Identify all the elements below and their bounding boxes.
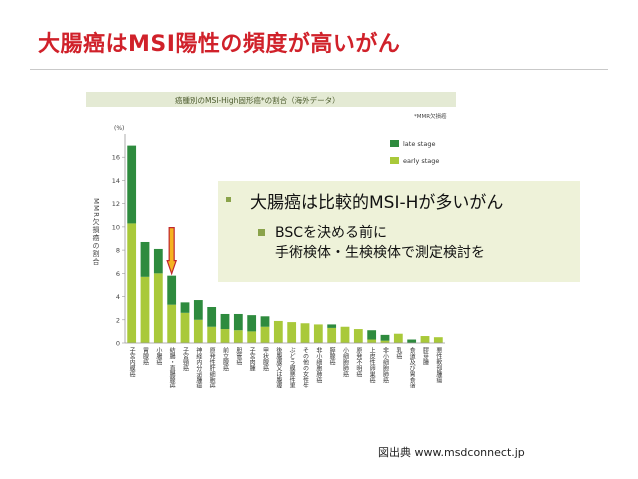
bar-early-stage	[420, 336, 430, 343]
callout-bullet-2-line2: 手術検体・生検検体で測定検討を	[275, 245, 485, 261]
x-tick-label: 胃腺癌	[142, 347, 149, 366]
bar-early-stage	[140, 276, 150, 343]
bar-early-stage	[327, 327, 337, 343]
callout-bullet-1-text: 大腸癌は比較的MSI-Hが多いがん	[250, 193, 504, 213]
y-axis-label: MMR欠損癌の割合	[92, 198, 100, 266]
x-tick-label: 原発性肝細胞癌	[208, 347, 215, 388]
bar-early-stage	[260, 326, 270, 343]
x-tick-label: 非小細胞肺癌	[382, 346, 389, 384]
x-tick-label: 上皮性卵巣癌	[368, 346, 375, 384]
bar-early-stage	[127, 223, 137, 343]
figure-source: 図出典 www.msdconnect.jp	[378, 446, 525, 459]
x-tick-label: その他の女性生殖器の悪性腫瘍	[302, 347, 309, 388]
slide-title: 大腸癌はMSI陽性の頻度が高いがん	[38, 32, 401, 57]
chart-title-band	[86, 92, 456, 107]
legend-label: early stage	[403, 157, 439, 165]
x-tick-label: 胆管癌	[235, 347, 242, 366]
bar-late-stage	[367, 330, 377, 340]
legend-swatch	[390, 157, 399, 164]
bar-late-stage	[180, 302, 190, 313]
x-tick-label: 後腹膜又は腹膜肉腫	[275, 346, 282, 388]
legend-label: late stage	[403, 140, 435, 148]
x-tick-label: 子宮内膜癌	[128, 347, 135, 378]
bar-early-stage	[207, 326, 217, 343]
bar-late-stage	[407, 339, 417, 343]
bar-early-stage	[367, 339, 377, 343]
title-divider	[30, 69, 608, 70]
y-tick-label: 2	[116, 316, 120, 324]
x-tick-label: 乳癌	[395, 346, 402, 360]
bar-late-stage	[153, 248, 163, 274]
bar-early-stage	[313, 324, 323, 343]
y-tick-label: 10	[112, 223, 120, 231]
x-tick-label: 非小細胞肺癌	[315, 346, 322, 384]
y-tick-label: 12	[112, 200, 120, 208]
x-tick-label: 神経内分泌腫瘍	[195, 346, 202, 388]
x-tick-label: 子宮頸癌	[182, 347, 189, 372]
bar-late-stage	[327, 324, 337, 328]
y-axis-unit: (%)	[114, 125, 124, 132]
callout-bullet-1: 大腸癌は比較的MSI-Hが多いがん	[226, 188, 503, 213]
bar-early-stage	[433, 337, 443, 343]
bar-early-stage	[167, 304, 177, 343]
chart-title: 癌腫別のMSI-High固形癌*の割合（海外データ）	[175, 95, 340, 105]
x-tick-label: 膵腺癌	[328, 346, 335, 366]
bar-late-stage	[220, 313, 230, 330]
x-tick-label: ぶどう膜悪性黒色腫	[288, 347, 295, 388]
y-tick-label: 14	[112, 177, 120, 185]
bar-early-stage	[287, 322, 297, 343]
legend-swatch	[390, 140, 399, 147]
x-tick-label: 子宮肉腫	[248, 347, 255, 372]
x-tick-label: 原発不明癌	[355, 347, 362, 378]
y-tick-label: 6	[116, 270, 120, 278]
y-tick-label: 4	[116, 293, 120, 301]
bar-early-stage	[300, 323, 310, 343]
bar-late-stage	[260, 316, 270, 327]
bar-late-stage	[233, 313, 243, 331]
bar-late-stage	[140, 241, 150, 277]
x-tick-label: 甲状腺癌	[262, 347, 269, 372]
bar-early-stage	[180, 312, 190, 343]
bar-late-stage	[127, 145, 137, 224]
bar-late-stage	[247, 315, 257, 332]
callout-bullet-2-line1: BSCを決める前に	[275, 225, 388, 241]
bar-early-stage	[273, 320, 283, 343]
bar-early-stage	[353, 329, 363, 343]
x-tick-label: 小細胞肺癌	[342, 346, 349, 378]
x-tick-label: 結腸・直腸腺癌	[168, 346, 175, 388]
x-tick-label: 小腸癌	[155, 346, 162, 366]
bar-early-stage	[220, 329, 230, 343]
callout-box: 大腸癌は比較的MSI-Hが多いがん BSCを決める前に 手術検体・生検検体で測定…	[218, 181, 580, 282]
bar-early-stage	[193, 319, 203, 343]
bar-late-stage	[380, 334, 390, 341]
bar-early-stage	[153, 273, 163, 343]
bar-late-stage	[167, 275, 177, 305]
x-tick-label: 食道及び胃食道接合部癌	[408, 346, 415, 388]
bar-early-stage	[340, 326, 350, 343]
callout-bullet-2: BSCを決める前に 手術検体・生検検体で測定検討を	[258, 223, 485, 263]
bar-late-stage	[207, 307, 217, 327]
bar-early-stage	[247, 331, 257, 343]
bullet-square-icon	[258, 229, 265, 236]
highlight-arrow	[166, 227, 178, 276]
bar-late-stage	[193, 300, 203, 320]
y-tick-label: 16	[112, 154, 120, 162]
x-tick-label: 悪性軟部腫瘍	[435, 347, 442, 384]
y-tick-label: 8	[116, 247, 120, 255]
chart-note: *MMR欠損癌	[414, 112, 447, 120]
x-tick-label: 前立腺癌	[222, 346, 229, 372]
msi-bar-chart: 癌腫別のMSI-High固形癌*の割合（海外データ） *MMR欠損癌 (%) 0…	[86, 92, 456, 388]
y-tick-label: 0	[116, 340, 120, 348]
x-tick-label: 膠芽腫	[422, 347, 429, 366]
bullet-square-icon	[226, 196, 231, 202]
bar-early-stage	[393, 333, 403, 343]
bar-early-stage	[233, 330, 243, 343]
bar-early-stage	[380, 340, 390, 343]
